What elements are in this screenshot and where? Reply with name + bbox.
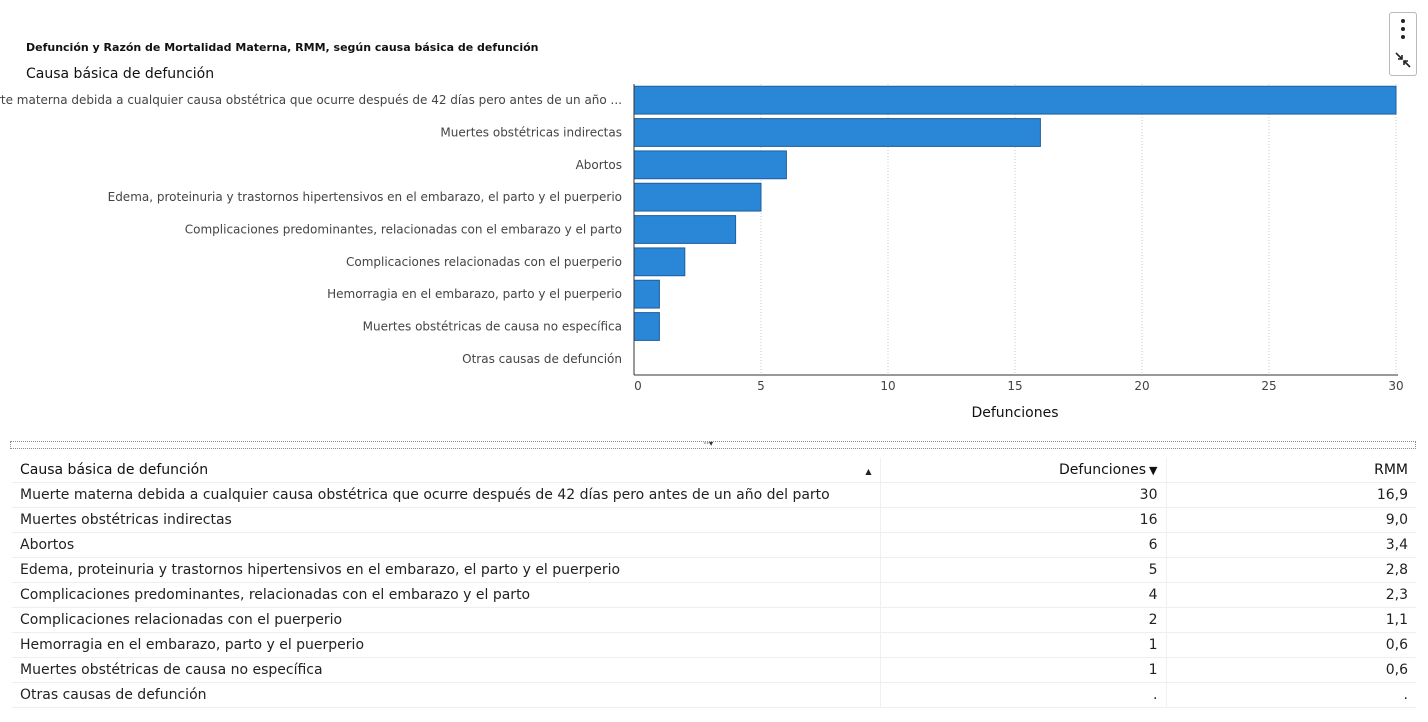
x-tick-label: 20: [1134, 379, 1149, 393]
more-vertical-icon[interactable]: [1398, 19, 1408, 39]
table-header-row: Causa básica de defunción ▲ Defunciones ▼…: [12, 458, 1416, 483]
cell-rmm: 9,0: [1165, 507, 1416, 533]
cell-deaths: 5: [879, 557, 1166, 583]
cell-cause: Abortos: [12, 532, 880, 558]
table-row[interactable]: Muertes obstétricas de causa no específi…: [12, 657, 1416, 683]
column-header-deaths[interactable]: Defunciones ▼: [879, 458, 1166, 483]
cell-cause: Muertes obstétricas de causa no específi…: [12, 657, 880, 683]
chart-title: Defunción y Razón de Mortalidad Materna,…: [26, 41, 539, 54]
sort-descending-icon[interactable]: ▼: [1149, 464, 1158, 477]
cell-deaths: 1: [879, 657, 1166, 683]
bar[interactable]: [633, 85, 1397, 115]
table-row[interactable]: Complicaciones relacionadas con el puerp…: [12, 607, 1416, 633]
y-tick-label: Muertes obstétricas indirectas: [440, 126, 622, 140]
table-row[interactable]: Hemorragia en el embarazo, parto y el pu…: [12, 632, 1416, 658]
y-axis-title: Causa básica de defunción: [26, 66, 215, 82]
cell-rmm: 16,9: [1165, 482, 1416, 508]
x-tick-label: 0: [634, 379, 642, 393]
collapse-icon[interactable]: [1394, 51, 1412, 69]
x-tick-label: 15: [1007, 379, 1022, 393]
cell-cause: Hemorragia en el embarazo, parto y el pu…: [12, 632, 880, 658]
y-tick-label: Edema, proteinuria y trastornos hiperten…: [108, 190, 622, 204]
cell-cause: Complicaciones predominantes, relacionad…: [12, 582, 880, 608]
cell-rmm: 2,8: [1165, 557, 1416, 583]
panel-splitter[interactable]: ····▾: [10, 439, 1416, 449]
cell-cause: Muerte materna debida a cualquier causa …: [12, 482, 880, 508]
bar[interactable]: [633, 279, 660, 309]
x-tick-label: 5: [757, 379, 765, 393]
table-row[interactable]: Muerte materna debida a cualquier causa …: [12, 482, 1416, 508]
bar[interactable]: [633, 182, 762, 212]
table-row[interactable]: Complicaciones predominantes, relacionad…: [12, 582, 1416, 608]
x-axis-title: Defunciones: [971, 405, 1058, 421]
x-tick-label: 10: [880, 379, 895, 393]
drag-handle-icon[interactable]: ····▾: [703, 439, 713, 448]
y-tick-label: Complicaciones predominantes, relacionad…: [185, 223, 622, 237]
table-row[interactable]: Otras causas de defunción..: [12, 682, 1416, 708]
bar[interactable]: [633, 150, 787, 180]
bar[interactable]: [633, 312, 660, 341]
table-row[interactable]: Muertes obstétricas indirectas 16 9,0: [12, 507, 1416, 533]
y-tick-label: Abortos: [576, 158, 622, 172]
cell-deaths: 2: [879, 607, 1166, 633]
column-header-rmm[interactable]: RMM: [1165, 458, 1416, 483]
cell-deaths: 6: [879, 532, 1166, 558]
column-header-cause[interactable]: Causa básica de defunción ▲: [12, 458, 880, 483]
y-tick-label: Muertes obstétricas de causa no específi…: [363, 320, 622, 334]
cell-deaths: 30: [879, 482, 1166, 508]
x-tick-label: 30: [1388, 379, 1403, 393]
chart-options-panel: [1389, 12, 1417, 76]
y-tick-label: Hemorragia en el embarazo, parto y el pu…: [327, 287, 622, 301]
cell-rmm: 1,1: [1165, 607, 1416, 633]
cell-rmm: 2,3: [1165, 582, 1416, 608]
cell-rmm: 0,6: [1165, 657, 1416, 683]
cell-deaths: 4: [879, 582, 1166, 608]
y-tick-label: Muerte materna debida a cualquier causa …: [0, 93, 622, 107]
x-tick-label: 25: [1261, 379, 1276, 393]
cell-deaths: 1: [879, 632, 1166, 658]
cell-rmm: 3,4: [1165, 532, 1416, 558]
bar[interactable]: [633, 118, 1041, 147]
bar[interactable]: [633, 215, 737, 244]
cell-deaths: .: [879, 682, 1166, 708]
cell-deaths: 16: [879, 507, 1166, 533]
table-row[interactable]: Edema, proteinuria y trastornos hiperten…: [12, 557, 1416, 583]
cell-rmm: 0,6: [1165, 632, 1416, 658]
y-tick-label: Complicaciones relacionadas con el puerp…: [346, 255, 622, 269]
cell-cause: Otras causas de defunción: [12, 682, 880, 708]
table-row[interactable]: Abortos 6 3,4: [12, 532, 1416, 558]
bar[interactable]: [633, 247, 686, 277]
sort-ascending-icon[interactable]: ▲: [865, 467, 872, 476]
cell-rmm: .: [1165, 682, 1416, 708]
data-table: Causa básica de defunción ▲ Defunciones ▼…: [12, 458, 1416, 708]
cell-cause: Complicaciones relacionadas con el puerp…: [12, 607, 880, 633]
bar-chart: Muerte materna debida a cualquier causa …: [0, 84, 1404, 421]
cell-cause: Muertes obstétricas indirectas: [12, 507, 880, 533]
y-tick-label: Otras causas de defunción: [462, 352, 622, 366]
cell-cause: Edema, proteinuria y trastornos hiperten…: [12, 557, 880, 583]
